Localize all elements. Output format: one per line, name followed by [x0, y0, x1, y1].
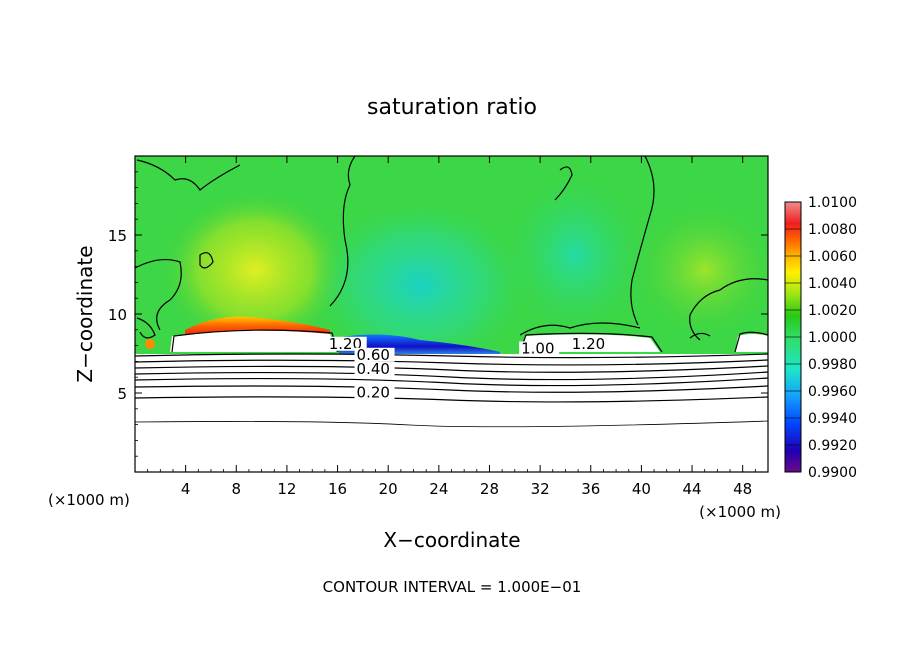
colorbar-label: 1.0080: [808, 222, 857, 238]
contour-lines: [135, 156, 768, 428]
x-tick-label: 20: [379, 480, 398, 498]
chart-title: saturation ratio: [367, 95, 537, 120]
x-tick-label: 36: [581, 480, 600, 498]
y-tick-label: 15: [108, 227, 127, 245]
x-tick-label: 40: [632, 480, 651, 498]
x-axis-label: X−coordinate: [383, 528, 520, 552]
dry-region-center: [310, 200, 530, 370]
contour-label: 1.20: [572, 335, 605, 353]
hot-spot-left-edge: [145, 339, 155, 349]
contour-interval-note: CONTOUR INTERVAL = 1.000E−01: [323, 578, 582, 596]
cloud-base-white-east: [735, 334, 768, 352]
x-unit-left: (×1000 m): [48, 491, 130, 509]
x-tick-label: 32: [531, 480, 550, 498]
colorbar-label: 0.9960: [808, 384, 857, 400]
contour-label: 0.60: [357, 346, 390, 364]
plot-area: [135, 156, 768, 472]
colorbar-label: 1.0060: [808, 249, 857, 265]
x-tick-label: 44: [682, 480, 701, 498]
colorbar-label: 0.9920: [808, 438, 857, 454]
contour-label-bg: [569, 336, 610, 351]
contour-labels: 1.200.600.400.201.00 1.20: [326, 335, 610, 402]
colorbar-label: 0.9980: [808, 357, 857, 373]
cloud-base-white-left: [170, 330, 336, 352]
colorbar-label: 1.0000: [808, 330, 857, 346]
x-tick-label: 4: [181, 480, 191, 498]
colorbar-labels: 1.0100 1.0080 1.0060 1.0040 1.0020 1.0000 0.99…: [785, 195, 857, 481]
colorbar: 1.0100 1.0080 1.0060 1.0040 1.0020 1.0000 0.99…: [784, 195, 857, 481]
x-tick-label: 24: [429, 480, 448, 498]
x-unit-right: (×1000 m): [699, 503, 781, 521]
colorbar-label: 0.9940: [808, 411, 857, 427]
colorbar-label: 1.0040: [808, 276, 857, 292]
contour-label-bg: [354, 385, 395, 400]
x-tick-label: 12: [277, 480, 296, 498]
x-axis: 4 8 12 16 20 24 28 32 36 40 44 48: [147, 156, 756, 498]
y-tick-label: 10: [108, 306, 127, 324]
contour-label-bg: [326, 336, 367, 351]
x-tick-label: 16: [328, 480, 347, 498]
y-axis-label: Z−coordinate: [73, 245, 97, 382]
x-tick-label: 28: [480, 480, 499, 498]
colorbar-label: 0.9900: [808, 465, 857, 481]
x-tick-label: 48: [733, 480, 752, 498]
contour-label: 0.20: [357, 384, 390, 402]
unsaturated-region: [135, 354, 768, 472]
y-tick-label: 5: [117, 385, 127, 403]
contour-label: 1.00: [521, 340, 554, 358]
x-tick-label: 8: [232, 480, 242, 498]
contour-label-bg: [354, 362, 395, 377]
colorbar-label: 1.0020: [808, 303, 857, 319]
moist-region-left: [160, 190, 350, 350]
y-axis: 5 10 15: [108, 171, 768, 457]
contour-label-bg: [354, 347, 395, 362]
moist-region-right: [630, 200, 768, 340]
contour-label: 1.20: [329, 335, 362, 353]
dry-region-east: [505, 175, 645, 335]
colorbar-label: 1.0100: [808, 195, 857, 211]
contour-label-bg: [519, 341, 560, 356]
contour-label: 0.40: [357, 360, 390, 378]
